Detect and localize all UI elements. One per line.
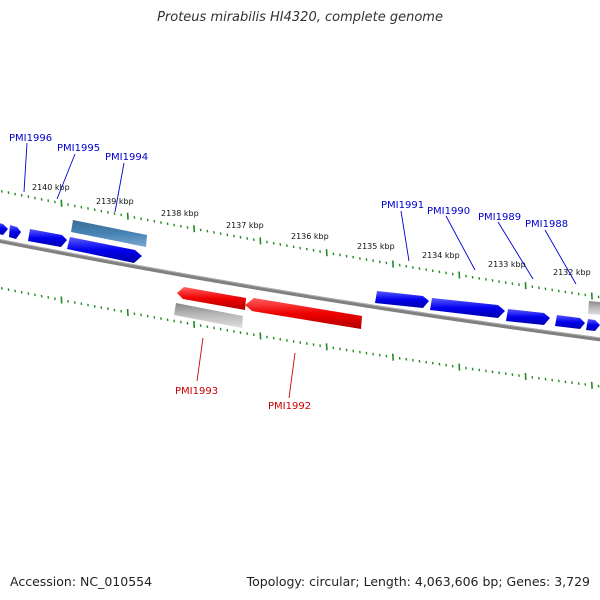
genome-backbone-highlight (0, 238, 600, 339)
scale-label: 2134 kbp (422, 251, 460, 260)
scale-label: 2138 kbp (161, 209, 199, 218)
gene-label[interactable]: PMI1993 (175, 386, 218, 397)
scale-label: 2132 kbp (553, 268, 591, 277)
leader-line (497, 221, 534, 280)
gene-arrow-forward[interactable] (430, 298, 505, 318)
gene-label[interactable]: PMI1991 (381, 200, 424, 211)
gene-arrow-forward[interactable] (555, 315, 585, 329)
forward-strand-genes (0, 222, 600, 331)
gene-label[interactable]: PMI1990 (427, 206, 470, 217)
scale-ticks-outer (0, 189, 600, 300)
gene-label[interactable]: PMI1994 (105, 152, 148, 163)
scale-label: 2137 kbp (226, 221, 264, 230)
gene-block-pmi1993[interactable] (174, 303, 243, 328)
leader-line (544, 229, 577, 285)
gene-label[interactable]: PMI1992 (268, 401, 311, 412)
gene-arrow-forward[interactable] (506, 309, 550, 325)
gene-arrow-reverse[interactable] (177, 287, 246, 310)
gene-label[interactable]: PMI1989 (478, 212, 521, 223)
gene-arrow-reverse[interactable] (245, 298, 362, 329)
gene-arrow-forward[interactable] (67, 237, 142, 263)
leader-line (288, 352, 296, 399)
genome-backbone (0, 238, 600, 342)
scale-label: 2133 kbp (488, 260, 526, 269)
scale-labels: 2140 kbp 2139 kbp 2138 kbp 2137 kbp 2136… (32, 183, 591, 277)
gene-label[interactable]: PMI1996 (9, 133, 52, 144)
gene-label[interactable]: PMI1988 (525, 219, 568, 230)
gene-arrow-forward[interactable] (28, 229, 67, 247)
leader-line (400, 210, 410, 262)
gene-block-gray[interactable] (588, 301, 600, 315)
leader-line (196, 337, 204, 382)
gene-label[interactable]: PMI1995 (57, 143, 100, 154)
gene-arrow-forward[interactable] (0, 222, 8, 235)
gene-arrow-forward[interactable] (375, 291, 429, 308)
scale-label: 2136 kbp (291, 232, 329, 241)
label-leaders (23, 142, 577, 399)
leader-line (23, 142, 28, 193)
scale-ticks-inner (0, 286, 600, 389)
leader-line (114, 162, 125, 213)
leader-line (56, 153, 76, 200)
scale-label: 2135 kbp (357, 242, 395, 251)
genome-summary-text: Topology: circular; Length: 4,063,606 bp… (246, 574, 590, 589)
gene-arrow-forward[interactable] (586, 319, 600, 331)
accession-text: Accession: NC_010554 (10, 574, 153, 589)
gene-block-pmi1994[interactable] (71, 220, 147, 247)
reverse-strand-genes (177, 287, 362, 329)
scale-label: 2140 kbp (32, 183, 70, 192)
scale-label: 2139 kbp (96, 197, 134, 206)
gene-arrow-forward[interactable] (9, 225, 21, 239)
map-title: Proteus mirabilis HI4320, complete genom… (157, 10, 443, 25)
leader-line (445, 215, 476, 271)
